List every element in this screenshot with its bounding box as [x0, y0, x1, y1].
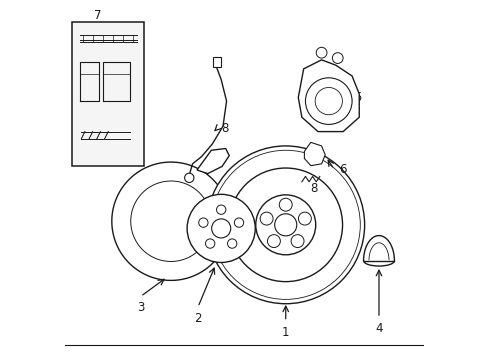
- Polygon shape: [363, 235, 394, 261]
- Bar: [212, 57, 221, 67]
- Bar: [72, 22, 144, 166]
- Circle shape: [316, 47, 326, 58]
- Circle shape: [298, 212, 311, 225]
- Text: 1: 1: [282, 326, 289, 339]
- Circle shape: [274, 214, 296, 236]
- Circle shape: [234, 218, 243, 227]
- Circle shape: [227, 239, 236, 248]
- Circle shape: [267, 235, 280, 248]
- Text: 3: 3: [137, 301, 144, 314]
- Bar: [204, 205, 237, 252]
- Polygon shape: [298, 60, 359, 132]
- Circle shape: [216, 205, 225, 214]
- Bar: [102, 56, 110, 62]
- Circle shape: [184, 173, 194, 183]
- Text: 2: 2: [194, 311, 201, 325]
- Circle shape: [260, 212, 272, 225]
- Circle shape: [290, 235, 304, 248]
- Circle shape: [332, 53, 343, 63]
- Text: 7: 7: [94, 9, 101, 22]
- Circle shape: [305, 78, 351, 125]
- Circle shape: [314, 87, 342, 115]
- Text: 8: 8: [310, 183, 318, 195]
- Text: 5: 5: [353, 91, 361, 104]
- Polygon shape: [304, 142, 325, 166]
- Text: 6: 6: [339, 163, 346, 176]
- Bar: [121, 56, 128, 62]
- Bar: [104, 71, 128, 99]
- Circle shape: [211, 219, 230, 238]
- Circle shape: [205, 239, 214, 248]
- Circle shape: [187, 194, 255, 262]
- Bar: [81, 71, 97, 99]
- Text: 8: 8: [221, 122, 228, 135]
- Polygon shape: [197, 148, 229, 174]
- Circle shape: [255, 195, 315, 255]
- Text: 4: 4: [374, 322, 382, 335]
- Circle shape: [198, 218, 207, 227]
- Circle shape: [279, 198, 292, 211]
- Circle shape: [228, 168, 342, 282]
- Circle shape: [206, 146, 364, 304]
- Circle shape: [211, 150, 360, 300]
